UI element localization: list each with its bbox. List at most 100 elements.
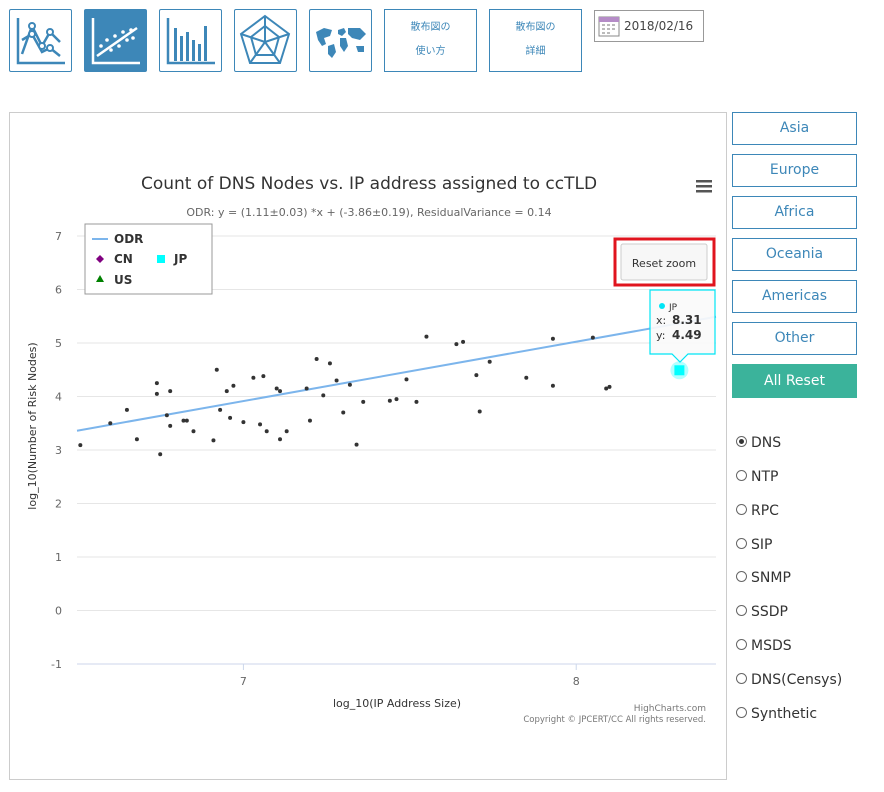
scatter-point[interactable] [154, 381, 159, 386]
protocol-label: NTP [751, 469, 779, 485]
legend-cn-label[interactable]: CN [114, 252, 133, 266]
line-chart-button[interactable] [9, 9, 72, 72]
all-reset-button[interactable]: All Reset [732, 364, 857, 398]
scatter-point[interactable] [304, 386, 309, 391]
protocol-radio-dns[interactable]: DNS [736, 435, 781, 455]
region-americas-button[interactable]: Americas [732, 280, 857, 313]
scatter-point[interactable] [154, 391, 159, 396]
legend-odr-label[interactable]: ODR [114, 232, 143, 246]
scatter-point[interactable] [284, 429, 289, 434]
jp-point[interactable] [674, 365, 685, 376]
scatter-point[interactable] [414, 399, 419, 404]
scatter-point[interactable] [474, 373, 479, 378]
scatter-point[interactable] [278, 389, 283, 394]
protocol-radio-msds[interactable]: MSDS [736, 638, 792, 658]
radio-icon[interactable] [736, 604, 747, 616]
world-map-button[interactable] [309, 9, 372, 72]
scatter-point[interactable] [354, 442, 359, 447]
radio-icon[interactable] [736, 469, 747, 481]
protocol-radio-snmp[interactable]: SNMP [736, 570, 791, 590]
radio-icon[interactable] [736, 672, 747, 684]
scatter-point[interactable] [218, 407, 223, 412]
scatter-point[interactable] [164, 413, 169, 418]
radio-icon[interactable] [736, 435, 747, 447]
scatter-point[interactable] [327, 361, 332, 366]
scatter-point[interactable] [184, 418, 189, 423]
radio-icon[interactable] [736, 638, 747, 650]
scatter-point[interactable] [158, 452, 163, 457]
radio-icon[interactable] [736, 503, 747, 515]
region-europe-button[interactable]: Europe [732, 154, 857, 187]
scatter-point[interactable] [228, 415, 233, 420]
region-oceania-button[interactable]: Oceania [732, 238, 857, 271]
scatter-point[interactable] [261, 374, 266, 379]
scatter-point[interactable] [424, 334, 429, 339]
scatter-point[interactable] [334, 378, 339, 383]
scatter-point[interactable] [108, 421, 113, 426]
scatter-usage-button[interactable]: 散布図の 使い方 [384, 9, 477, 72]
scatter-point[interactable] [487, 359, 492, 364]
scatter-point[interactable] [191, 429, 196, 434]
hamburger-menu-icon[interactable] [696, 180, 712, 193]
scatter-details-button[interactable]: 散布図の 詳細 [489, 9, 582, 72]
protocol-radio-rpc[interactable]: RPC [736, 503, 779, 523]
scatter-usage-label: 散布図の [410, 22, 451, 33]
scatter-point[interactable] [251, 375, 256, 380]
scatter-point[interactable] [278, 437, 283, 442]
scatter-point[interactable] [347, 382, 352, 387]
reset-zoom-button[interactable]: Reset zoom [620, 243, 708, 281]
scatter-point[interactable] [404, 377, 409, 382]
protocol-radio-ntp[interactable]: NTP [736, 469, 778, 489]
scatter-point[interactable] [607, 384, 612, 389]
scatter-point[interactable] [321, 393, 326, 398]
legend-jp-label[interactable]: JP [173, 252, 187, 266]
legend-us-label[interactable]: US [114, 273, 132, 287]
scatter-point[interactable] [124, 407, 129, 412]
scatter-point[interactable] [241, 420, 246, 425]
radar-chart-button[interactable] [234, 9, 297, 72]
protocol-radio-ssdp[interactable]: SSDP [736, 604, 788, 624]
chart-credits[interactable]: HighCharts.com [634, 704, 706, 714]
scatter-point[interactable] [258, 422, 263, 427]
scatter-point[interactable] [341, 410, 346, 415]
scatter-point[interactable] [274, 386, 279, 391]
scatter-point[interactable] [590, 335, 595, 340]
scatter-point[interactable] [214, 367, 219, 372]
scatter-point[interactable] [394, 397, 399, 402]
bar-chart-button[interactable] [159, 9, 222, 72]
y-tick-label: -1 [51, 658, 62, 671]
scatter-point[interactable] [211, 438, 216, 443]
region-other-button[interactable]: Other [732, 322, 857, 355]
region-africa-button[interactable]: Africa [732, 196, 857, 229]
scatter-point[interactable] [524, 375, 529, 380]
scatter-point[interactable] [387, 398, 392, 403]
scatter-point[interactable] [231, 383, 236, 388]
date-picker[interactable]: 2018/02/16 [594, 10, 704, 42]
scatter-point[interactable] [181, 418, 186, 423]
scatter-point[interactable] [604, 386, 609, 391]
protocol-radio-dns-censys[interactable]: DNS(Censys) [736, 672, 842, 692]
protocol-radio-sip[interactable]: SIP [736, 537, 772, 557]
scatter-point[interactable] [264, 429, 269, 434]
scatter-point[interactable] [307, 418, 312, 423]
radio-icon[interactable] [736, 706, 747, 718]
tooltip-x-label: x: [656, 314, 666, 327]
scatter-point[interactable] [224, 389, 229, 394]
scatter-point[interactable] [361, 399, 366, 404]
scatter-point[interactable] [550, 383, 555, 388]
radio-icon[interactable] [736, 570, 747, 582]
scatter-point[interactable] [454, 342, 459, 347]
scatter-point[interactable] [477, 409, 482, 414]
scatter-point[interactable] [134, 437, 139, 442]
radio-icon[interactable] [736, 537, 747, 549]
scatter-point[interactable] [168, 423, 173, 428]
scatter-point[interactable] [461, 339, 466, 344]
region-asia-button[interactable]: Asia [732, 112, 857, 145]
protocol-radio-synthetic[interactable]: Synthetic [736, 706, 817, 726]
scatter-point[interactable] [168, 389, 173, 394]
scatter-chart-button[interactable] [84, 9, 147, 72]
series-odr [76, 315, 717, 432]
scatter-point[interactable] [78, 443, 83, 448]
scatter-point[interactable] [550, 336, 555, 341]
scatter-point[interactable] [314, 357, 319, 362]
